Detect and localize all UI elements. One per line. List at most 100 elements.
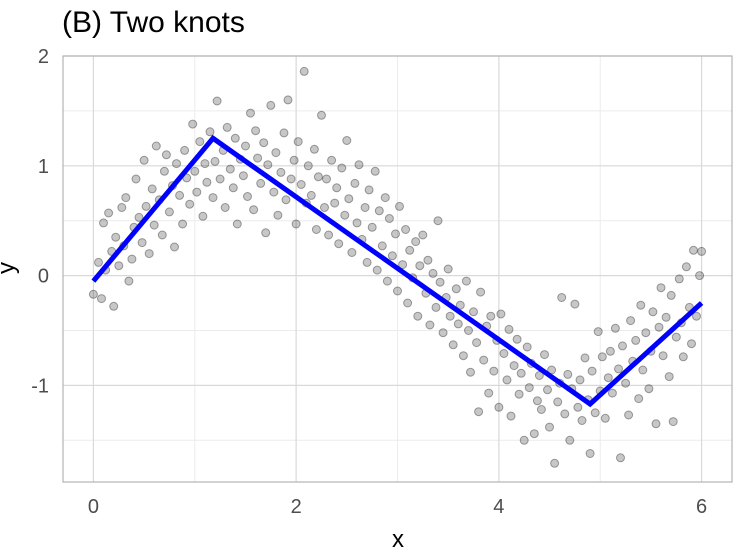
data-point	[451, 284, 461, 294]
data-point	[476, 287, 486, 297]
data-point	[337, 163, 347, 173]
data-point	[208, 193, 218, 203]
data-point	[243, 192, 252, 201]
data-point	[322, 174, 331, 184]
data-point	[220, 203, 230, 212]
data-point	[428, 268, 438, 278]
panel-border	[62, 55, 733, 483]
data-point	[524, 383, 534, 393]
data-point	[88, 289, 98, 299]
data-point	[593, 327, 603, 337]
data-point	[263, 160, 273, 170]
data-point	[651, 419, 661, 429]
data-point	[198, 211, 208, 221]
data-point	[210, 156, 220, 166]
data-point	[455, 300, 465, 310]
data-point	[534, 371, 544, 380]
data-point	[157, 230, 167, 240]
data-point	[256, 178, 266, 188]
data-point	[253, 153, 263, 163]
data-point	[212, 96, 222, 106]
data-point	[577, 416, 587, 425]
data-point	[563, 369, 573, 379]
data-point	[175, 190, 185, 200]
data-point	[241, 141, 250, 151]
data-point	[438, 328, 448, 338]
data-point	[634, 394, 644, 404]
data-point	[374, 206, 384, 216]
data-point	[377, 241, 387, 251]
data-point	[543, 385, 552, 395]
data-point	[506, 411, 516, 421]
data-point	[327, 155, 337, 165]
data-point	[401, 225, 411, 234]
y-tick-label: 0	[38, 266, 49, 288]
data-point	[249, 205, 259, 215]
data-point	[395, 201, 404, 211]
data-point	[324, 230, 334, 240]
data-point	[317, 110, 326, 120]
y-axis-label: y	[0, 262, 20, 274]
data-point	[266, 100, 276, 110]
data-point	[94, 257, 103, 267]
data-point	[464, 326, 473, 335]
data-point	[205, 127, 215, 137]
data-point	[435, 277, 445, 287]
data-point	[159, 166, 169, 176]
data-point	[631, 335, 641, 345]
data-point	[111, 232, 121, 242]
data-point	[656, 283, 666, 293]
data-point	[626, 316, 636, 326]
data-point	[545, 422, 554, 432]
data-point	[380, 193, 390, 203]
data-point	[124, 276, 134, 286]
data-point	[97, 294, 106, 304]
data-point	[575, 375, 585, 385]
data-point	[536, 405, 546, 414]
data-point	[354, 160, 364, 170]
data-point	[621, 378, 631, 388]
data-point	[522, 342, 532, 352]
y-axis-ticks: -1 0 1 2	[31, 46, 49, 397]
data-point	[479, 355, 489, 365]
x-tick-label: 6	[696, 496, 707, 518]
data-point	[364, 185, 374, 195]
data-point	[222, 122, 232, 132]
data-point	[127, 254, 137, 264]
data-point	[499, 349, 509, 358]
data-point	[678, 352, 688, 362]
data-point	[232, 219, 242, 229]
data-point	[472, 338, 482, 348]
data-point	[367, 222, 377, 232]
data-point	[109, 301, 119, 311]
data-point	[557, 293, 567, 302]
data-point	[340, 210, 350, 220]
x-axis-label: x	[392, 526, 404, 553]
data-point	[180, 145, 190, 155]
data-point	[580, 353, 590, 363]
data-point	[496, 309, 506, 319]
data-point	[687, 339, 696, 349]
data-point	[695, 271, 705, 281]
data-point	[603, 373, 613, 383]
data-point	[151, 141, 161, 151]
data-point	[636, 300, 646, 310]
data-point	[448, 340, 458, 350]
data-point	[334, 239, 344, 249]
data-point	[692, 311, 701, 321]
data-point	[149, 220, 159, 230]
data-point	[228, 183, 238, 193]
data-point	[600, 413, 610, 423]
data-point	[668, 417, 678, 427]
data-point	[117, 203, 127, 212]
data-point	[514, 389, 524, 399]
data-point	[624, 410, 634, 420]
data-point	[553, 397, 563, 407]
data-point	[362, 257, 372, 267]
data-point	[273, 210, 283, 220]
data-point	[529, 429, 539, 439]
data-point	[114, 261, 124, 271]
data-point	[384, 214, 394, 223]
data-point	[188, 119, 198, 129]
